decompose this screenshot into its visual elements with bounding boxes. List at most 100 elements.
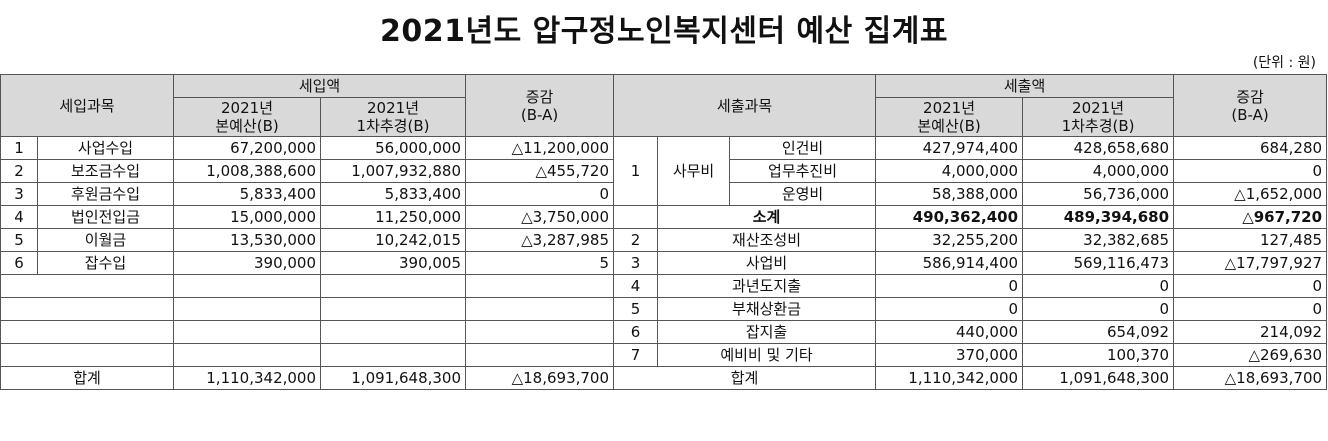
table-cell: 2 <box>0 159 38 183</box>
table-cell: 5,833,400 <box>173 182 322 206</box>
empty-cell <box>173 320 322 344</box>
unit-label: (단위 : 원) <box>1252 55 1316 71</box>
page-title: 2021년도 압구정노인복지센터 예산 집계표 <box>380 14 948 49</box>
header-row-2: 2021년 본예산(B) 2021년 1차추경(B) 2021년 본예산(B) 202… <box>1 97 1327 137</box>
table-cell: 4,000,000 <box>875 159 1024 183</box>
table-cell: 0 <box>1173 297 1328 321</box>
table-cell: 잡지출 <box>657 320 877 344</box>
income-subject-header: 세입과목 <box>0 74 175 137</box>
table-cell: 428,658,680 <box>1022 136 1175 160</box>
table-cell: 이월금 <box>36 228 175 252</box>
empty-cell <box>173 297 322 321</box>
expense-revised-header: 2021년 1차추경(B) <box>1022 97 1175 137</box>
table-cell: 업무추진비 <box>729 159 877 183</box>
table-cell: 사업비 <box>657 251 877 275</box>
table-cell: 부채상환금 <box>657 297 877 321</box>
expense-budget-header: 2021년 본예산(B) <box>875 97 1024 137</box>
table-cell: 2 <box>613 228 659 252</box>
table-cell: 56,000,000 <box>320 136 467 160</box>
empty-cell <box>320 320 467 344</box>
table-cell: 4 <box>0 205 38 229</box>
table-cell: 0 <box>465 182 615 206</box>
table-cell: 32,255,200 <box>875 228 1024 252</box>
table-cell: 100,370 <box>1022 343 1175 367</box>
table-cell: 재산조성비 <box>657 228 877 252</box>
table-cell: 15,000,000 <box>173 205 322 229</box>
table-cell: △1,652,000 <box>1173 182 1328 206</box>
income-total-label: 합계 <box>0 366 175 390</box>
table-cell: 예비비 및 기타 <box>657 343 877 367</box>
table-cell: △3,750,000 <box>465 205 615 229</box>
table-cell: 5 <box>465 251 615 275</box>
expense-subtotal-label: 소계 <box>657 205 877 229</box>
expense-total-label: 합계 <box>613 366 877 390</box>
table-row: 1 사업수입 67,200,000 56,000,000 △11,200,000… <box>0 136 1328 206</box>
table-cell: 1,091,648,300 <box>320 366 467 390</box>
table-cell: 1,008,388,600 <box>173 159 322 183</box>
expense-subject-header: 세출과목 <box>613 74 877 137</box>
table-cell: △18,693,700 <box>1173 366 1328 390</box>
table-cell: 0 <box>1173 159 1328 183</box>
table-cell: 사업수입 <box>36 136 175 160</box>
table-cell: 1,091,648,300 <box>1022 366 1175 390</box>
table-cell: 0 <box>1022 274 1175 298</box>
table-cell: 운영비 <box>729 182 877 206</box>
expense-group-category: 사무비 <box>657 136 731 206</box>
table-row: 7 예비비 및 기타 370,000 100,370 △269,630 <box>0 343 1328 367</box>
table-cell: 인건비 <box>729 136 877 160</box>
table-cell: 6 <box>613 320 659 344</box>
table-cell: 427,974,400 <box>875 136 1024 160</box>
table-cell: 후원금수입 <box>36 182 175 206</box>
table-cell: 0 <box>875 297 1024 321</box>
table-cell: 0 <box>1173 274 1328 298</box>
empty-cell <box>173 274 322 298</box>
income-amount-header: 세입액 <box>173 74 467 98</box>
empty-cell <box>465 320 615 344</box>
table-cell: △455,720 <box>465 159 615 183</box>
table-cell: 370,000 <box>875 343 1024 367</box>
table-cell: △967,720 <box>1173 205 1328 229</box>
table-cell: △3,287,985 <box>465 228 615 252</box>
table-cell: 390,000 <box>173 251 322 275</box>
table-cell: 5,833,400 <box>320 182 467 206</box>
table-cell: 10,242,015 <box>320 228 467 252</box>
table-cell: 3 <box>613 251 659 275</box>
table-row: 6 잡지출 440,000 654,092 214,092 <box>0 320 1328 344</box>
table-cell: 5 <box>0 228 38 252</box>
table-cell: 1,110,342,000 <box>875 366 1024 390</box>
totals-row: 합계 1,110,342,000 1,091,648,300 △18,693,7… <box>0 366 1328 390</box>
empty-cell <box>320 274 467 298</box>
empty-cell <box>320 297 467 321</box>
expense-group-no: 1 <box>613 136 659 206</box>
table-cell: 390,005 <box>320 251 467 275</box>
table-cell: 3 <box>0 182 38 206</box>
table-cell: 489,394,680 <box>1022 205 1175 229</box>
table-cell: 7 <box>613 343 659 367</box>
table-cell: 법인전입금 <box>36 205 175 229</box>
table-cell: 569,116,473 <box>1022 251 1175 275</box>
table-cell: 과년도지출 <box>657 274 877 298</box>
table-row: 4 과년도지출 0 0 0 <box>0 274 1328 298</box>
income-revised-header: 2021년 1차추경(B) <box>320 97 467 137</box>
table-cell: 490,362,400 <box>875 205 1024 229</box>
empty-cell <box>320 343 467 367</box>
table-cell: 654,092 <box>1022 320 1175 344</box>
table-row: 5 부채상환금 0 0 0 <box>0 297 1328 321</box>
table-row: 4 법인전입금 15,000,000 11,250,000 △3,750,000… <box>0 205 1328 229</box>
empty-cell <box>0 343 175 367</box>
header-row-1: 세입과목 세입액 증감 (B-A) 세출과목 세출액 증감 (B-A) <box>0 74 1328 137</box>
income-budget-header: 2021년 본예산(B) <box>173 97 322 137</box>
table-cell: 11,250,000 <box>320 205 467 229</box>
empty-cell <box>0 320 175 344</box>
empty-cell <box>0 297 175 321</box>
table-cell: 4,000,000 <box>1022 159 1175 183</box>
table-row: 5 이월금 13,530,000 10,242,015 △3,287,985 2… <box>0 228 1328 252</box>
table-cell: △18,693,700 <box>465 366 615 390</box>
empty-cell <box>613 205 659 229</box>
table-cell: 127,485 <box>1173 228 1328 252</box>
budget-table: 세입과목 세입액 증감 (B-A) 세출과목 세출액 증감 (B-A) 2021년 본… <box>0 74 1328 390</box>
empty-cell <box>0 274 175 298</box>
table-row: 6 잡수입 390,000 390,005 5 3 사업비 586,914,40… <box>0 251 1328 275</box>
table-cell: 잡수입 <box>36 251 175 275</box>
table-cell: 6 <box>0 251 38 275</box>
